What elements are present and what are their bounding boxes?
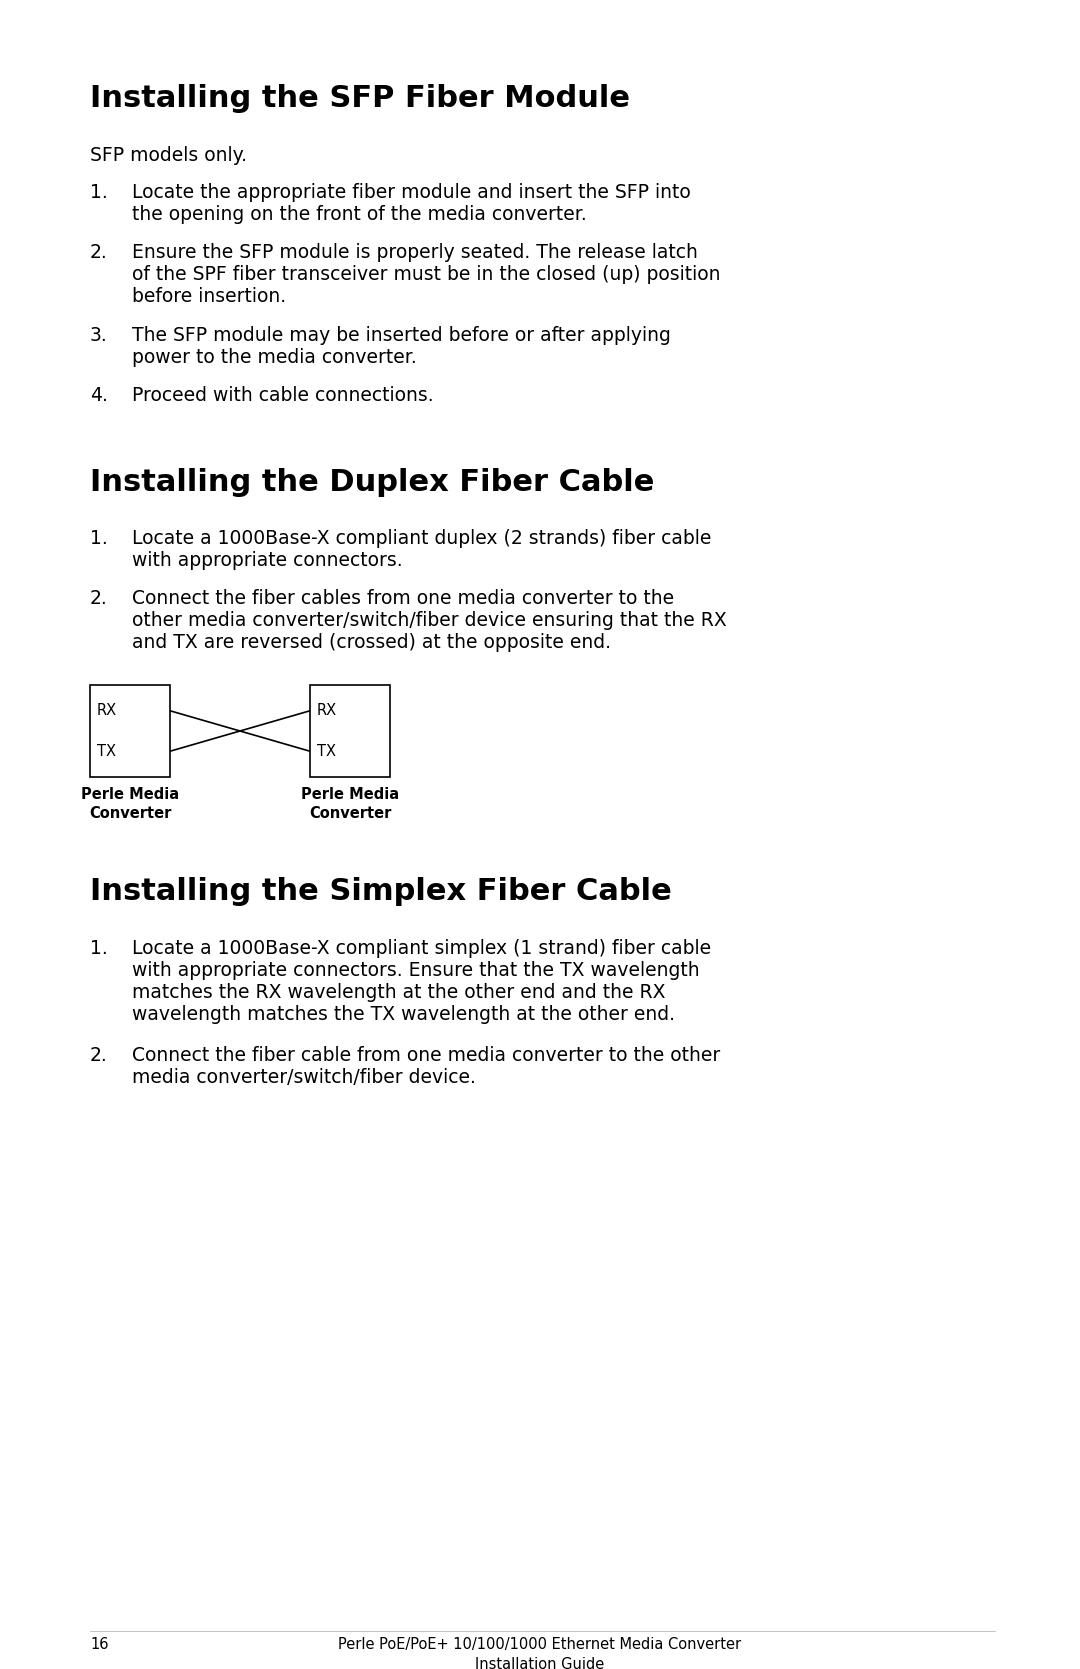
Text: Connect the fiber cable from one media converter to the other
media converter/sw: Connect the fiber cable from one media c…	[132, 1046, 720, 1087]
Text: Locate a 1000Base-X compliant simplex (1 strand) fiber cable
with appropriate co: Locate a 1000Base-X compliant simplex (1…	[132, 940, 711, 1025]
Text: Ensure the SFP module is properly seated. The release latch
of the SPF fiber tra: Ensure the SFP module is properly seated…	[132, 242, 720, 305]
Text: Perle Media
Converter: Perle Media Converter	[81, 788, 179, 821]
Text: The SFP module may be inserted before or after applying
power to the media conve: The SFP module may be inserted before or…	[132, 325, 671, 367]
Text: 16: 16	[90, 1637, 108, 1652]
Text: SFP models only.: SFP models only.	[90, 145, 247, 165]
Text: TX: TX	[97, 744, 116, 759]
Text: Proceed with cable connections.: Proceed with cable connections.	[132, 386, 434, 406]
Text: Locate the appropriate fiber module and insert the SFP into
the opening on the f: Locate the appropriate fiber module and …	[132, 182, 691, 224]
Bar	[90, 684, 170, 778]
Text: 2.: 2.	[90, 1046, 108, 1065]
Text: Connect the fiber cables from one media converter to the
other media converter/s: Connect the fiber cables from one media …	[132, 589, 727, 653]
Text: RX: RX	[318, 703, 337, 718]
Text: Locate a 1000Base-X compliant duplex (2 strands) fiber cable
with appropriate co: Locate a 1000Base-X compliant duplex (2 …	[132, 529, 712, 571]
Text: Perle Media
Converter: Perle Media Converter	[301, 788, 400, 821]
Text: 2.: 2.	[90, 589, 108, 609]
Text: 2.: 2.	[90, 242, 108, 262]
Text: Installation Guide: Installation Guide	[475, 1657, 605, 1669]
Text: TX: TX	[318, 744, 336, 759]
Text: RX: RX	[97, 703, 117, 718]
Text: Installing the SFP Fiber Module: Installing the SFP Fiber Module	[90, 83, 630, 113]
Text: 1.: 1.	[90, 940, 108, 958]
Bar	[310, 684, 390, 778]
Text: 1.: 1.	[90, 182, 108, 202]
Text: Perle PoE/PoE+ 10/100/1000 Ethernet Media Converter: Perle PoE/PoE+ 10/100/1000 Ethernet Medi…	[338, 1637, 742, 1652]
Text: 4.: 4.	[90, 386, 108, 406]
Text: Installing the Duplex Fiber Cable: Installing the Duplex Fiber Cable	[90, 467, 654, 496]
Text: 1.: 1.	[90, 529, 108, 549]
Text: Installing the Simplex Fiber Cable: Installing the Simplex Fiber Cable	[90, 876, 672, 906]
Text: 3.: 3.	[90, 325, 108, 345]
